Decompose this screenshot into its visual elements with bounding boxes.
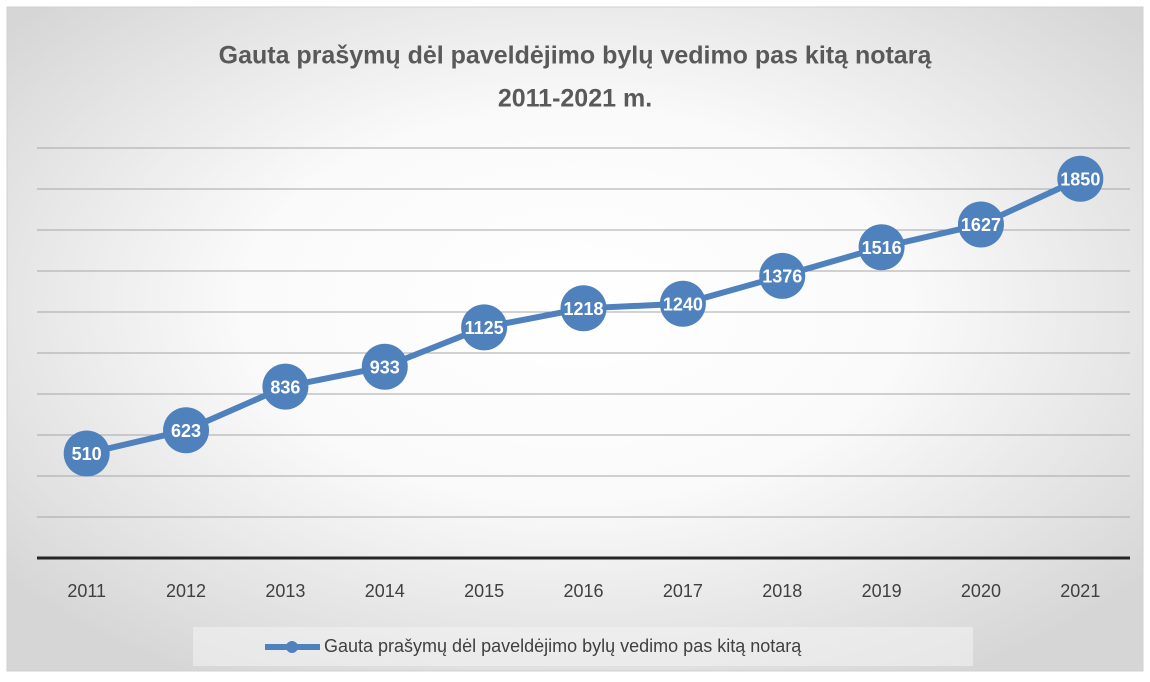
chart-title: 2011-2021 m. <box>498 85 652 113</box>
x-tick-label: 2015 <box>464 581 504 601</box>
marker <box>659 280 706 327</box>
x-tick-label: 2021 <box>1060 581 1100 601</box>
marker <box>63 430 110 477</box>
chart-title: Gauta prašymų dėl paveldėjimo bylų vedim… <box>219 42 933 70</box>
x-tick-label: 2011 <box>67 581 106 601</box>
data-label: 836 <box>270 377 300 397</box>
marker <box>461 304 508 351</box>
data-label: 933 <box>370 357 400 377</box>
legend-marker <box>286 641 298 653</box>
marker <box>1057 155 1104 202</box>
data-label: 1627 <box>961 215 1001 235</box>
data-label: 1516 <box>862 238 902 258</box>
x-tick-label: 2016 <box>563 581 603 601</box>
marker <box>858 224 905 271</box>
data-label: 1218 <box>563 299 603 319</box>
chart-background <box>6 6 1144 672</box>
x-tick-label: 2020 <box>961 581 1001 601</box>
x-tick-label: 2012 <box>166 581 206 601</box>
data-label: 1240 <box>663 295 703 315</box>
marker <box>957 201 1004 248</box>
x-tick-label: 2017 <box>663 581 703 601</box>
x-tick-label: 2014 <box>365 581 405 601</box>
legend <box>193 627 973 666</box>
marker <box>361 343 408 390</box>
data-label: 1376 <box>762 267 802 287</box>
marker <box>262 363 309 410</box>
data-label: 623 <box>171 421 201 441</box>
marker <box>759 252 806 299</box>
data-label: 510 <box>72 444 102 464</box>
marker <box>163 407 210 454</box>
legend-label: Gauta prašymų dėl paveldėjimo bylų vedim… <box>324 636 802 656</box>
data-label: 1850 <box>1060 170 1100 190</box>
x-tick-label: 2013 <box>265 581 305 601</box>
x-tick-label: 2019 <box>862 581 902 601</box>
data-label: 1125 <box>465 318 504 338</box>
x-tick-label: 2018 <box>762 581 802 601</box>
marker <box>560 285 607 332</box>
